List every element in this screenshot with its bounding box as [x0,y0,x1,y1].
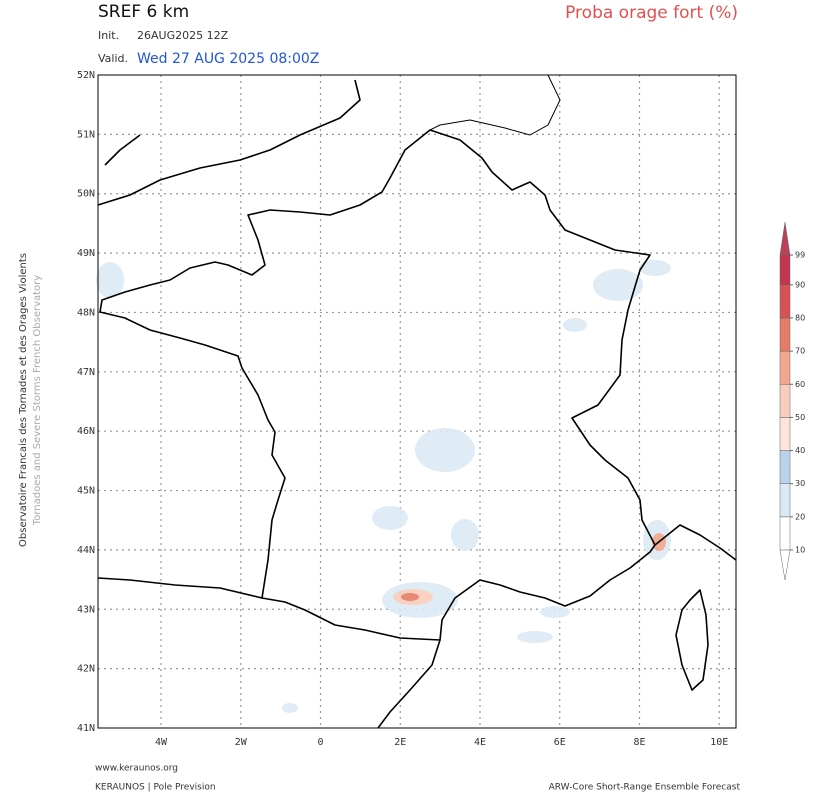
title: SREF 6 km [98,2,189,22]
colorbar-segment [779,483,791,518]
valid: Wed 27 AUG 2025 08:00Z [137,51,319,67]
lon-tick-label: 4W [155,737,168,748]
colorbar-tick-label: 90 [795,280,805,289]
prob-area [517,631,553,643]
colorbar-segment [779,350,791,385]
lat-tick-label: 49N [77,248,95,259]
prob-area [639,260,671,276]
init-label: Init. [98,29,119,42]
lon-tick-label: 2W [235,737,248,748]
colorbar-tick-label: 80 [795,313,805,322]
colorbar-tick-label: 99 [795,251,805,260]
prob-area [96,262,124,298]
lon-tick-label: 10E [710,737,728,748]
website: www.keraunos.org [95,764,178,774]
spain-coast [97,577,263,599]
italy-coast [654,524,737,561]
map-frame [97,74,737,729]
colorbar: 10 20 30 40 50 60 70 80 90 99 [779,221,805,581]
map-frame-bg [98,75,736,728]
model: ARW-Core Short-Range Ensemble Forecast [549,783,741,793]
prob-area [415,428,475,472]
prob-area [401,593,419,601]
england-coast [97,79,361,206]
lat-tick-label: 51N [77,129,95,140]
colorbar-tick-label: 40 [795,446,805,455]
map [96,74,737,729]
prob-area [451,519,479,551]
prob-area [282,703,298,713]
lon-tick-label: 6E [554,737,566,748]
lon-tick-label: 2E [394,737,406,748]
colorbar-tick-label: 70 [795,347,805,356]
lat-tick-label: 52N [77,70,95,81]
colorbar-segment [779,254,791,286]
lon-tick-label: 8E [633,737,645,748]
init: 26AUG2025 12Z [137,29,229,42]
lon-tick-label: 4E [474,737,486,748]
observatory-en: Tornadoes and Severe Storms French Obser… [32,275,43,526]
lat-tick-label: 50N [77,189,95,200]
colorbar-segment [779,317,791,352]
lat-tick-label: 43N [77,604,95,615]
colorbar-segment [779,384,791,418]
org: KERAUNOS | Pole Prevision [95,783,216,793]
coastlines [97,74,737,729]
lat-tick-label: 41N [77,723,95,734]
lat-tick-label: 45N [77,486,95,497]
colorbar-tick-label: 20 [795,512,805,521]
spain-med-coast [377,639,441,729]
lat-tick-label: 47N [77,367,95,378]
probability-areas [96,260,671,713]
colorbar-under [779,549,791,581]
observatory-fr: Observatoire Francais des Tornades et de… [18,253,29,547]
colorbar-tick-label: 30 [795,479,805,488]
lat-tick-label: 42N [77,664,95,675]
colorbar-over [779,221,791,256]
product: Proba orage fort (%) [565,3,738,23]
colorbar-tick-label: 10 [795,546,805,555]
colorbar-segment [779,516,791,551]
france-outline [99,129,656,641]
lat-tick-label: 46N [77,426,95,437]
prob-area [540,606,570,618]
corsica [675,589,709,691]
lon-tick-label: 0 [317,737,323,748]
colorbar-tick-label: 50 [795,413,805,422]
prob-area [593,269,643,301]
lat-tick-label: 48N [77,307,95,318]
colorbar-segment [779,417,791,451]
colorbar-tick-label: 60 [795,380,805,389]
prob-area [372,506,408,530]
colorbar-segment [779,450,791,484]
lat-tick-label: 44N [77,545,95,556]
valid-label: Valid. [98,52,128,65]
benelux-border [429,74,561,136]
prob-area [563,318,587,332]
colorbar-segment [779,284,791,319]
